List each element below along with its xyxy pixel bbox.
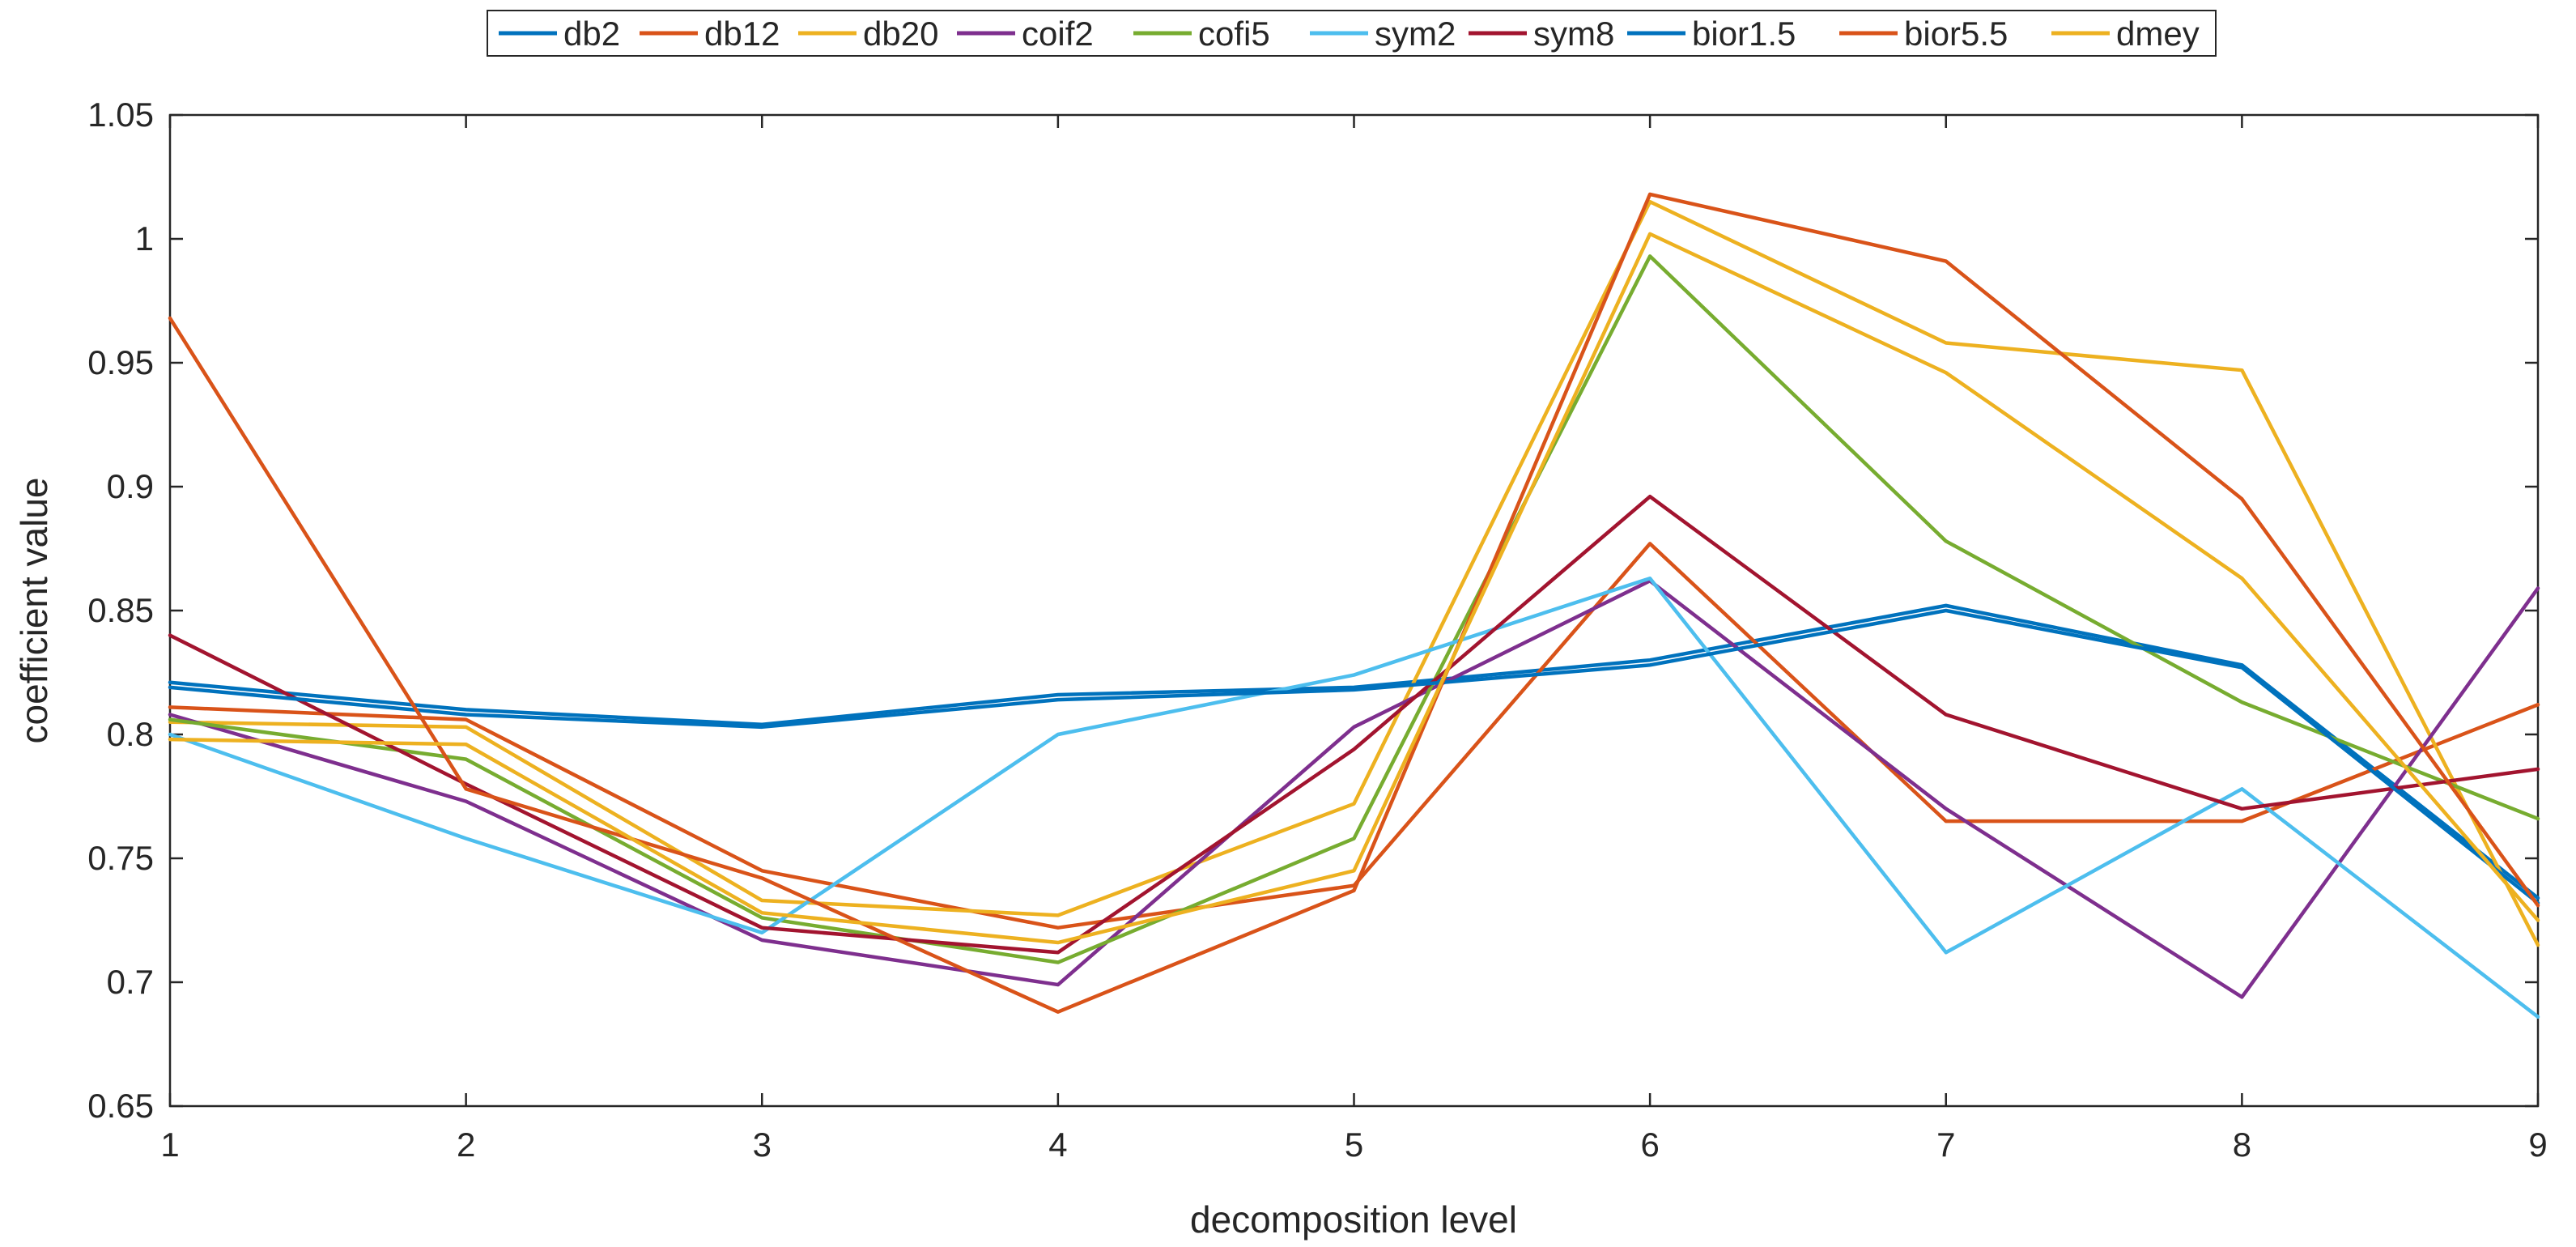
data-series bbox=[168, 192, 2540, 1019]
x-tick-label: 7 bbox=[1936, 1126, 1955, 1164]
legend-label: cofi5 bbox=[1198, 15, 1270, 53]
y-tick-label: 1 bbox=[135, 219, 154, 257]
legend-item-db2: db2 bbox=[499, 15, 620, 53]
legend-item-sym8: sym8 bbox=[1469, 15, 1614, 53]
series-line-db12 bbox=[168, 542, 2540, 930]
legend-label: bior1.5 bbox=[1692, 15, 1796, 53]
x-tick-label: 2 bbox=[457, 1126, 475, 1164]
legend-item-db12: db12 bbox=[640, 15, 780, 53]
legend-item-bior5.5: bior5.5 bbox=[1839, 15, 2008, 53]
y-tick-label: 0.75 bbox=[87, 839, 154, 877]
legend-label: db20 bbox=[863, 15, 938, 53]
legend-label: db12 bbox=[704, 15, 780, 53]
y-tick-label: 0.65 bbox=[87, 1087, 154, 1125]
x-tick-label: 6 bbox=[1640, 1126, 1659, 1164]
y-tick-label: 0.95 bbox=[87, 343, 154, 381]
x-tick-label: 5 bbox=[1345, 1126, 1363, 1164]
x-tick-label: 8 bbox=[2233, 1126, 2251, 1164]
x-axis-label: decomposition level bbox=[1190, 1198, 1517, 1241]
legend-item-bior1.5: bior1.5 bbox=[1627, 15, 1796, 53]
x-tick-label: 4 bbox=[1048, 1126, 1067, 1164]
series-line-sym2 bbox=[168, 576, 2540, 1019]
y-tick-label: 0.8 bbox=[107, 715, 154, 753]
legend-item-cofi5: cofi5 bbox=[1133, 15, 1270, 53]
legend-item-db20: db20 bbox=[798, 15, 938, 53]
series-line-bior1.5 bbox=[168, 608, 2540, 905]
legend-label: sym8 bbox=[1533, 15, 1614, 53]
x-tick-label: 3 bbox=[753, 1126, 772, 1164]
legend-item-coif2: coif2 bbox=[957, 15, 1094, 53]
series-line-db20 bbox=[168, 199, 2540, 947]
legend-label: db2 bbox=[563, 15, 620, 53]
y-axis-label: coefficient value bbox=[13, 477, 55, 743]
legend-item-dmey: dmey bbox=[2051, 15, 2200, 53]
axes bbox=[168, 113, 2540, 1108]
y-tick-label: 0.85 bbox=[87, 591, 154, 629]
legend-label: dmey bbox=[2116, 15, 2200, 53]
y-tick-label: 0.9 bbox=[107, 467, 154, 505]
legend: db2 db12 db20 coif2 cofi5 sym2 sym8 bior1.5 bior… bbox=[487, 10, 2217, 57]
legend-item-sym2: sym2 bbox=[1310, 15, 1456, 53]
legend-label: coif2 bbox=[1022, 15, 1094, 53]
y-tick-label: 0.7 bbox=[107, 963, 154, 1001]
x-tick-label: 9 bbox=[2528, 1126, 2547, 1164]
tick-labels: 1 2 3 4 5 6 7 8 9 0.65 0.7 0.75 0.8 0.85 0.9 0.95 1 1.05 bbox=[87, 96, 2547, 1164]
y-tick-label: 1.05 bbox=[87, 96, 154, 134]
legend-label: bior5.5 bbox=[1904, 15, 2008, 53]
series-line-dmey bbox=[168, 232, 2540, 945]
series-line-bior5.5 bbox=[168, 192, 2540, 1014]
series-line-coif2 bbox=[168, 579, 2540, 999]
legend-label: sym2 bbox=[1375, 15, 1456, 53]
series-line-sym8 bbox=[168, 494, 2540, 955]
x-tick-label: 1 bbox=[160, 1126, 179, 1164]
series-line-db2 bbox=[168, 603, 2540, 900]
